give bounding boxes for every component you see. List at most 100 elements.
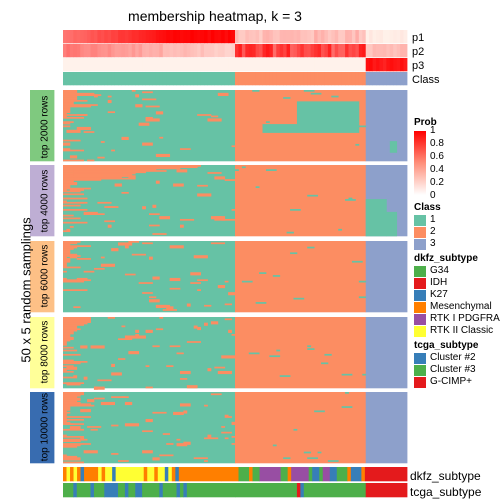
heatmap-patch <box>63 98 78 101</box>
class-cell <box>272 72 277 86</box>
p1-cell <box>186 30 191 44</box>
class-cell <box>334 72 339 86</box>
p3-cell <box>259 58 263 72</box>
row-group-bar <box>30 90 55 162</box>
p1-cell <box>293 30 298 44</box>
heatmap-patch <box>73 170 167 172</box>
class-cell <box>369 72 373 86</box>
legend-swatch <box>414 239 426 250</box>
class-cell <box>207 72 212 86</box>
p2-cell <box>69 44 74 58</box>
p1-cell <box>176 30 181 44</box>
tcga-subtype-cell <box>159 483 164 498</box>
p3-cell <box>224 58 229 72</box>
heatmap-patch <box>63 165 81 167</box>
heatmap-patch <box>307 194 318 197</box>
p1-cell <box>121 30 126 44</box>
p1-cell <box>252 30 257 44</box>
p3-cell <box>80 58 85 72</box>
heatmap-patch <box>241 280 253 283</box>
p1-cell <box>228 30 232 44</box>
tcga-subtype-cell <box>76 483 91 498</box>
p1-cell <box>303 30 308 44</box>
heatmap-patch <box>63 249 71 252</box>
p2-cell <box>290 44 294 58</box>
p2-cell <box>269 44 274 58</box>
class-cell <box>327 72 332 86</box>
heatmap-patch <box>303 451 312 454</box>
p3-cell <box>303 58 308 72</box>
heatmap-patch <box>231 145 236 148</box>
class-cell <box>124 72 129 86</box>
p2-cell <box>90 44 95 58</box>
heatmap-patch <box>152 276 160 280</box>
heatmap-patch <box>63 349 78 352</box>
p1-cell <box>190 30 195 44</box>
heatmap-patch <box>224 416 232 418</box>
class-cell <box>365 72 370 86</box>
class-cell <box>66 72 71 86</box>
heatmap-patch <box>63 392 85 394</box>
heatmap-patch <box>248 352 260 355</box>
heatmap-patch <box>228 292 236 296</box>
heatmap-patch <box>142 430 153 433</box>
heatmap-patch <box>63 107 71 109</box>
class-cell <box>114 72 119 86</box>
p2-cell <box>66 44 71 58</box>
heatmap-patch <box>63 116 85 119</box>
dkfz-subtype-cell <box>115 467 145 482</box>
class-cell <box>197 72 201 86</box>
p2-cell <box>214 44 219 58</box>
class-cell <box>138 72 143 86</box>
heatmap-patch <box>224 280 229 283</box>
p2-cell <box>155 44 160 58</box>
p1-cell <box>403 30 408 44</box>
heatmap-patch <box>224 437 229 440</box>
heatmap-patch <box>63 326 78 329</box>
p3-cell <box>314 58 318 72</box>
heatmap-patch <box>63 94 102 96</box>
heatmap-patch <box>193 457 208 460</box>
legend-dkfz-title: dkfz_subtype <box>414 253 478 264</box>
heatmap-patch <box>63 289 88 291</box>
class-cell <box>241 72 246 86</box>
heatmap-patch <box>100 141 105 143</box>
p3-cell <box>262 58 267 72</box>
p2-cell <box>169 44 174 58</box>
legend-swatch <box>414 266 426 277</box>
heatmap-patch <box>255 186 260 189</box>
p3-cell <box>93 58 98 72</box>
heatmap-patch <box>69 458 78 461</box>
heatmap-patch <box>351 260 363 263</box>
heatmap-patch <box>63 121 74 123</box>
p3-cell <box>376 58 380 72</box>
p3-cell <box>121 58 126 72</box>
heatmap-patch <box>118 338 133 341</box>
dkfz-subtype-cell <box>63 467 67 482</box>
class-cell <box>252 72 257 86</box>
dkfz-subtype-cell <box>249 467 253 482</box>
p3-cell <box>217 58 222 72</box>
heatmap-patch <box>63 186 71 189</box>
p3-cell <box>135 58 140 72</box>
heatmap-patch <box>321 362 329 365</box>
heatmap-patch <box>63 280 85 283</box>
p1-cell <box>279 30 284 44</box>
tcga-subtype-cell <box>142 483 160 498</box>
p1-cell <box>317 30 322 44</box>
heatmap-patch <box>73 171 146 174</box>
heatmap-patch <box>63 248 74 250</box>
p2-cell <box>97 44 102 58</box>
track-label-p1: p1 <box>412 32 425 44</box>
p2-cell <box>166 44 171 58</box>
heatmap-patch <box>138 122 150 126</box>
p2-cell <box>197 44 201 58</box>
heatmap-patch <box>210 216 222 220</box>
heatmap-patch <box>331 95 339 98</box>
p2-cell <box>135 44 140 58</box>
heatmap-patch <box>63 102 74 105</box>
heatmap-patch <box>83 131 95 133</box>
p3-cell <box>255 58 260 72</box>
heatmap-patch <box>169 345 181 348</box>
dkfz-subtype-cell <box>308 467 313 482</box>
